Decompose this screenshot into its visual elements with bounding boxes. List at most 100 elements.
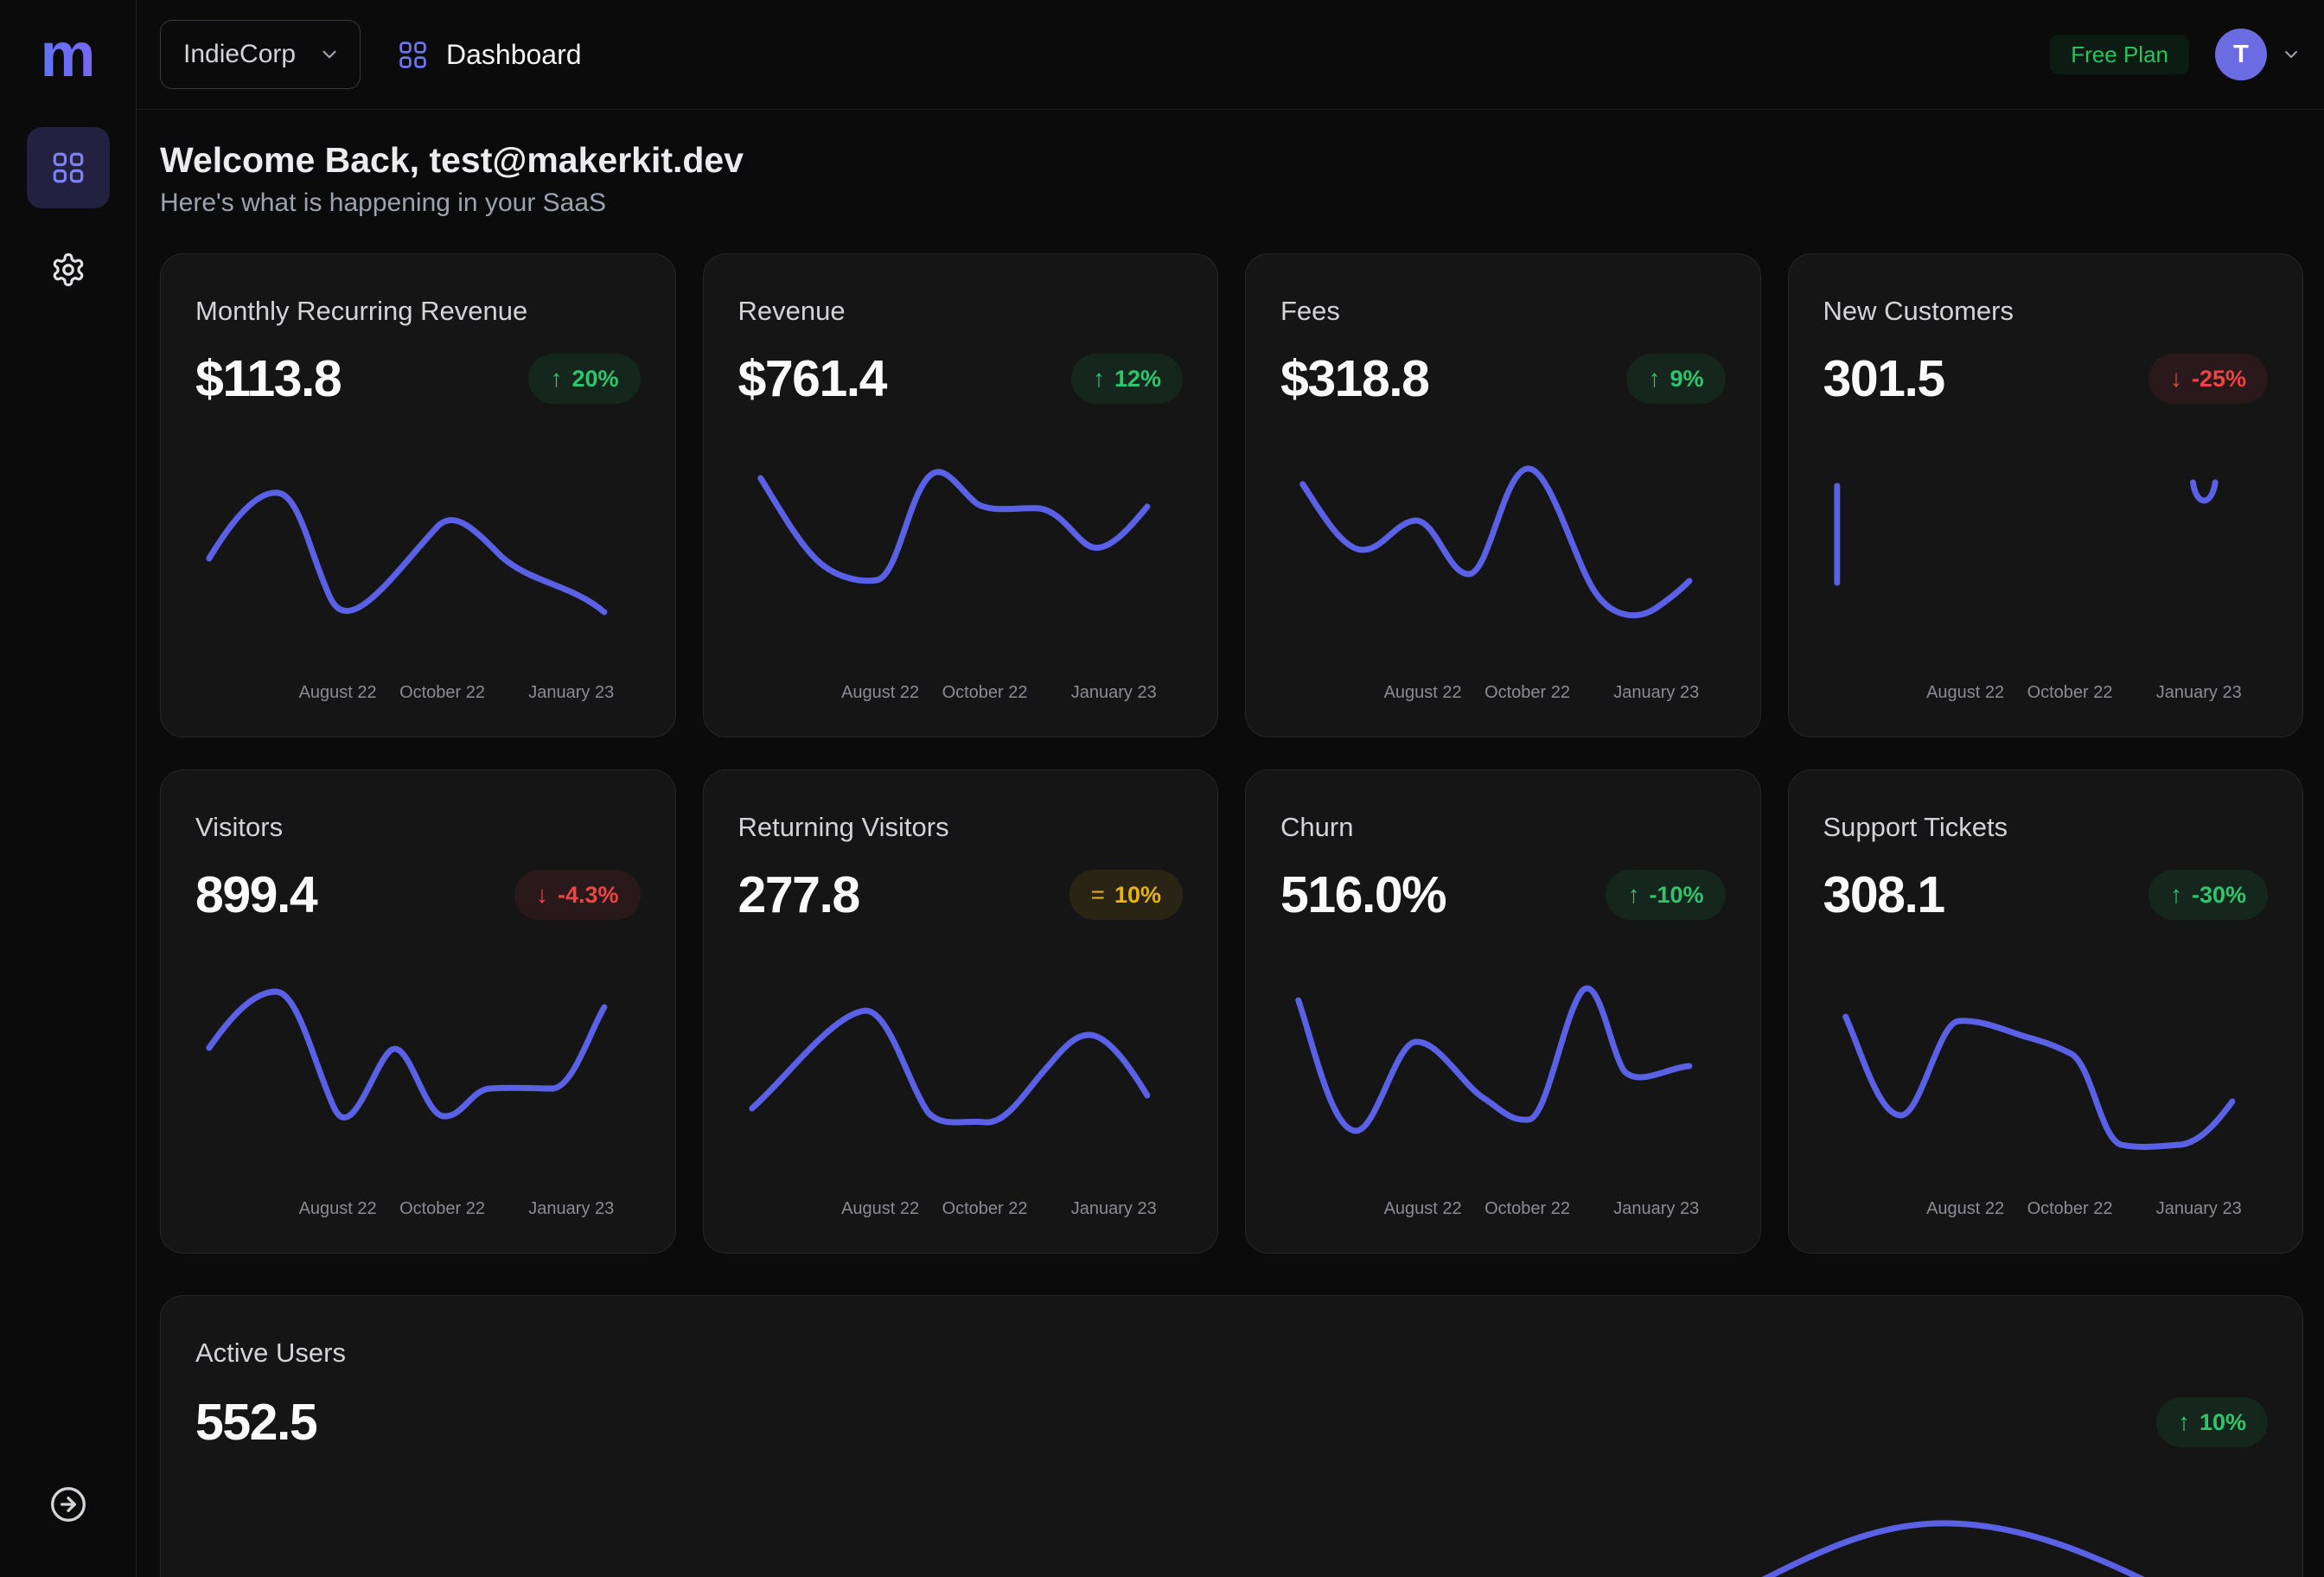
card-value: $761.4	[737, 350, 888, 407]
axis-label: August 22	[841, 683, 920, 702]
trend-badge: ↓ -4.3%	[514, 870, 641, 920]
card-title: Active Users	[195, 1338, 346, 1368]
sidebar-footer	[0, 1485, 136, 1523]
axis-label: January 23	[528, 683, 615, 702]
expand-sidebar-button[interactable]	[49, 1485, 87, 1523]
axis-label: August 22	[1383, 1199, 1462, 1218]
trend-label: 9%	[1670, 365, 1704, 392]
axis-label: October 22	[942, 683, 1028, 702]
sidebar-item-dashboard[interactable]	[26, 127, 110, 208]
account-menu[interactable]: T	[2215, 29, 2302, 80]
axis-label: August 22	[841, 1199, 920, 1218]
trend-icon: ↑	[1648, 365, 1661, 392]
card-title: Churn	[1280, 812, 1354, 842]
axis-label: August 22	[1383, 683, 1462, 702]
trend-badge: ↑ 9%	[1626, 354, 1726, 404]
card-value: 516.0%	[1280, 866, 1447, 923]
account-chevron-down-icon	[2281, 44, 2302, 65]
trend-label: 10%	[1114, 881, 1161, 908]
trend-label: -4.3%	[557, 881, 619, 908]
card-value: 899.4	[195, 866, 318, 923]
card-value: $113.8	[195, 350, 342, 407]
trend-badge: ↑ 10%	[2155, 1397, 2268, 1447]
axis-label: August 22	[1926, 1199, 2005, 1218]
x-axis: August 22 October 22 January 23	[195, 683, 641, 707]
x-axis: August 22 October 22 January 23	[1280, 683, 1726, 707]
sparkline-chart: August 22 October 22 January 23	[738, 453, 1184, 707]
trend-icon: ↑	[2177, 1408, 2190, 1435]
topbar-right: Free Plan T	[2050, 29, 2302, 80]
trend-badge: ↑ 20%	[528, 354, 641, 404]
axis-label: January 23	[2155, 683, 2242, 702]
card-value: $318.8	[1280, 350, 1430, 407]
brand-logo: m	[0, 0, 136, 110]
metric-grid: Monthly Recurring Revenue $113.8 ↑ 20% A…	[160, 253, 2303, 1254]
axis-label: January 23	[528, 1199, 615, 1218]
axis-label: August 22	[1926, 683, 2005, 702]
x-axis: August 22 October 22 January 23	[738, 1199, 1184, 1223]
axis-label: October 22	[2027, 1199, 2113, 1218]
trend-icon: ↓	[535, 881, 548, 908]
card-title: Monthly Recurring Revenue	[195, 296, 528, 326]
trend-badge: ↓ -25%	[2148, 354, 2268, 404]
axis-label: August 22	[298, 683, 377, 702]
trend-icon: ↑	[550, 365, 563, 392]
card-value: 308.1	[1823, 866, 1946, 923]
metric-card-new-customers: New Customers 301.5 ↓ -25% August 22 Oct…	[1787, 253, 2303, 737]
trend-icon: =	[1090, 881, 1105, 908]
trend-label: 12%	[1114, 365, 1161, 392]
metric-card-mrr: Monthly Recurring Revenue $113.8 ↑ 20% A…	[160, 253, 676, 737]
axis-label: January 23	[2155, 1199, 2242, 1218]
settings-gear-icon	[50, 252, 86, 288]
dashboard-grid-icon	[50, 150, 86, 186]
breadcrumb: Dashboard	[397, 39, 582, 71]
axis-label: October 22	[2027, 683, 2113, 702]
trend-label: 20%	[571, 365, 619, 392]
axis-label: August 22	[298, 1199, 377, 1218]
card-value: 301.5	[1823, 350, 1946, 407]
sparkline-chart: August 22 October 22 January 23	[1823, 453, 2269, 707]
workspace-name: IndieCorp	[183, 40, 297, 68]
sparkline-chart: August 22 October 22 January 23	[195, 453, 641, 707]
sparkline-chart: August 22 October 22 January 23	[738, 969, 1184, 1223]
trend-icon: ↑	[1092, 365, 1105, 392]
axis-label: October 22	[942, 1199, 1028, 1218]
sparkline-chart: August 22 October 22 January 23	[195, 969, 641, 1223]
axis-label: October 22	[1484, 683, 1571, 702]
metric-card-revenue: Revenue $761.4 ↑ 12% August 22 October 2…	[702, 253, 1218, 737]
trend-badge: ↑ -10%	[1606, 870, 1726, 920]
x-axis: August 22 October 22 January 23	[738, 683, 1184, 707]
card-value: 277.8	[737, 866, 861, 923]
card-title: Support Tickets	[1823, 812, 2008, 842]
active-users-chart	[1761, 1520, 2145, 1577]
content: Welcome Back, test@makerkit.dev Here's w…	[137, 110, 2324, 1577]
trend-label: -25%	[2191, 365, 2246, 392]
metric-card-churn: Churn 516.0% ↑ -10% August 22 October 22	[1245, 769, 1761, 1254]
workspace-selector[interactable]: IndieCorp	[160, 20, 361, 89]
metric-card-visitors: Visitors 899.4 ↓ -4.3% August 22 October…	[160, 769, 676, 1254]
avatar[interactable]: T	[2215, 29, 2267, 80]
trend-label: -10%	[1649, 881, 1704, 908]
metric-card-fees: Fees $318.8 ↑ 9% August 22 October 22	[1245, 253, 1761, 737]
axis-label: October 22	[399, 1199, 486, 1218]
card-title: Fees	[1280, 296, 1340, 326]
card-title: Revenue	[737, 296, 846, 326]
plan-badge: Free Plan	[2050, 35, 2189, 74]
card-title: New Customers	[1823, 296, 2014, 326]
x-axis: August 22 October 22 January 23	[1823, 683, 2269, 707]
trend-badge: = 10%	[1069, 870, 1183, 920]
axis-label: October 22	[1484, 1199, 1571, 1218]
sidebar-item-settings[interactable]	[27, 229, 110, 310]
trend-icon: ↓	[2169, 365, 2182, 392]
x-axis: August 22 October 22 January 23	[1823, 1199, 2269, 1223]
trend-badge: ↑ -30%	[2148, 870, 2268, 920]
chevron-down-icon	[318, 43, 341, 66]
metric-card-support-tickets: Support Tickets 308.1 ↑ -30% August 22 O…	[1787, 769, 2303, 1254]
trend-badge: ↑ 12%	[1070, 354, 1183, 404]
metric-card-returning-visitors: Returning Visitors 277.8 = 10% August 22…	[702, 769, 1218, 1254]
card-title: Visitors	[195, 812, 284, 842]
sidebar-nav	[26, 127, 110, 310]
main-column: IndieCorp Dashboard Free Plan T	[137, 0, 2324, 1577]
nav-grid-icon	[397, 39, 429, 71]
